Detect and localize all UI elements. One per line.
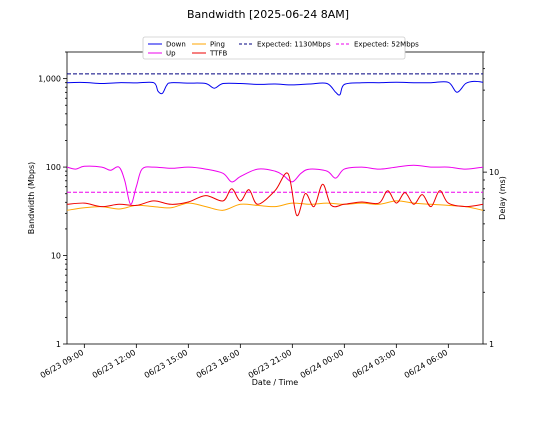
x-tick-label: 06/23 21:00	[247, 348, 294, 380]
series-line-down	[66, 80, 484, 96]
series-line-ttfb	[66, 172, 484, 216]
x-tick-label: 06/23 09:00	[39, 348, 86, 380]
x-tick-label: 06/23 15:00	[143, 348, 190, 380]
x-axis: 06/23 09:00 06/23 12:00 06/23 15:00 06/23 1…	[39, 344, 450, 380]
series-line-up	[66, 164, 484, 205]
legend-box	[142, 36, 406, 60]
left-tick-label: 100	[46, 163, 61, 172]
legend-label: Ping	[210, 41, 225, 49]
y-axis-label-left: Bandwidth (Mbps)	[27, 162, 36, 235]
reference-lines	[67, 73, 483, 193]
legend-label: Up	[166, 50, 176, 58]
x-tick-label: 06/24 06:00	[403, 348, 450, 380]
x-tick-label: 06/23 18:00	[195, 348, 242, 380]
x-tick-label: 06/24 03:00	[351, 348, 398, 380]
right-tick-label: 10	[489, 168, 499, 177]
legend-label: TTFB	[209, 50, 227, 58]
x-axis-label: Date / Time	[252, 378, 299, 387]
x-tick-label: 06/24 00:00	[299, 348, 346, 380]
x-tick-label: 06/23 12:00	[91, 348, 138, 380]
legend-label: Down	[166, 41, 186, 49]
legend-label: Expected: 52Mbps	[354, 41, 419, 49]
legend-label: Expected: 1130Mbps	[257, 41, 331, 49]
left-tick-label: 1,000	[38, 75, 61, 84]
left-tick-label: 1	[56, 340, 61, 349]
left-tick-label: 10	[51, 252, 61, 261]
plot-area	[66, 51, 484, 345]
series-lines	[66, 80, 484, 216]
right-tick-label: 1	[489, 340, 494, 349]
chart-title: Bandwidth [2025-06-24 8AM]	[187, 8, 349, 21]
left-axis: 1 10 100 1,000	[38, 51, 67, 349]
y-axis-label-right: Delay (ms)	[498, 176, 507, 220]
right-axis: 1 10	[483, 51, 499, 349]
